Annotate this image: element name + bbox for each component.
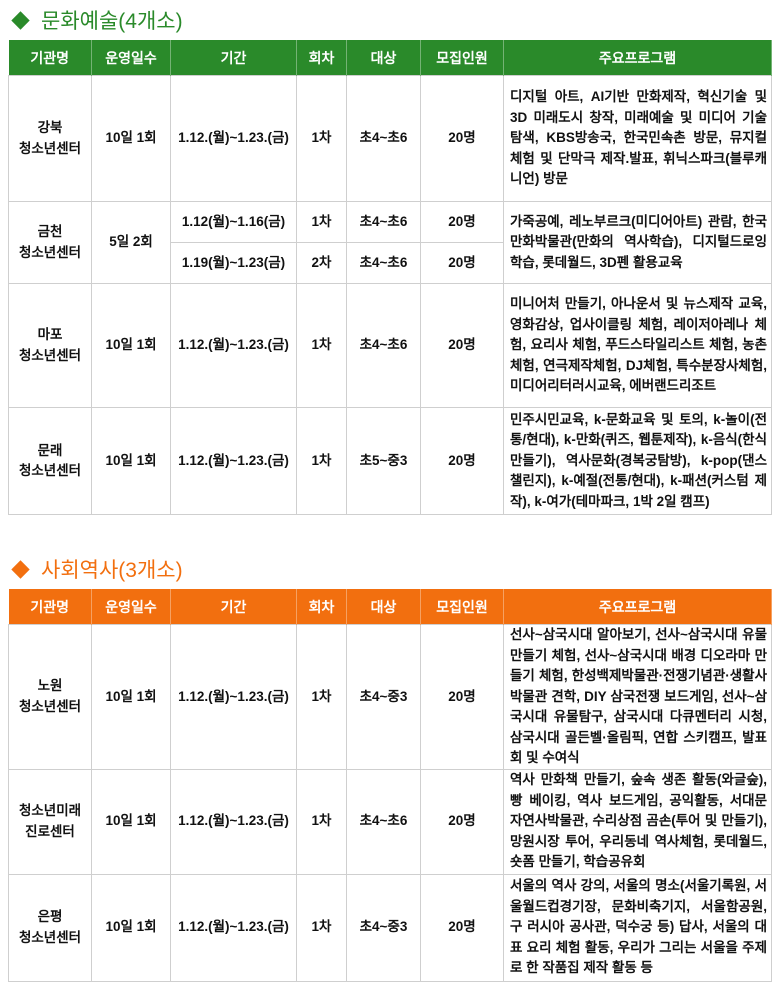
period: 1.12.(월)~1.23.(금) bbox=[170, 873, 297, 982]
main-program: 민주시민교육, k-문화교육 및 토의, k-놀이(전통/현대), k-만화(퀴… bbox=[503, 407, 772, 515]
section-title: 사회역사(3개소) bbox=[0, 549, 779, 589]
main-program: 디지털 아트, AI기반 만화제작, 혁신기술 및 3D 미래도시 창작, 미래… bbox=[503, 75, 772, 202]
recruit-count: 20명 bbox=[420, 768, 504, 875]
main-program: 미니어처 만들기, 아나운서 및 뉴스제작 교육, 영화감상, 업사이클링 체험… bbox=[503, 283, 772, 408]
column-header: 회차 bbox=[296, 589, 347, 625]
operating-days: 10일 1회 bbox=[91, 624, 171, 770]
institution-name: 금천 청소년센터 bbox=[8, 201, 92, 284]
round: 1차 bbox=[296, 283, 347, 408]
table-header-row: 기관명 운영일수 기간 회차 대상 모집인원 주요프로그램 bbox=[8, 589, 772, 625]
institution-name: 문래 청소년센터 bbox=[8, 407, 92, 515]
target: 초4~중3 bbox=[346, 873, 421, 982]
table-header-row: 기관명 운영일수 기간 회차 대상 모집인원 주요프로그램 bbox=[8, 40, 772, 76]
main-program: 서울의 역사 강의, 서울의 명소(서울기록원, 서울월드컵경기장, 문화비축기… bbox=[503, 873, 772, 982]
operating-days: 10일 1회 bbox=[91, 768, 171, 875]
section-heading: 사회역사(3개소) bbox=[41, 559, 183, 582]
column-header: 기관명 bbox=[8, 40, 92, 76]
institution-name: 강북 청소년센터 bbox=[8, 75, 92, 202]
table-row: 강북 청소년센터 10일 1회 1.12.(월)~1.23.(금) 1차 초4~초6 20… bbox=[8, 75, 772, 202]
operating-days: 10일 1회 bbox=[91, 75, 171, 202]
main-program: 가죽공예, 레노부르크(미디어아트) 관람, 한국만화박물관(만화의 역사학습)… bbox=[503, 201, 772, 284]
program-table: 기관명 운영일수 기간 회차 대상 모집인원 주요프로그램 강북 청소년센터 10일 1회 1.1… bbox=[8, 40, 772, 515]
period: 1.12.(월)~1.23.(금) bbox=[170, 75, 297, 202]
table-row: 노원 청소년센터 10일 1회 1.12.(월)~1.23.(금) 1차 초4~중3 20… bbox=[8, 624, 772, 770]
period: 1.12.(월)~1.23.(금) bbox=[170, 283, 297, 408]
recruit-count: 20명 bbox=[420, 242, 504, 284]
table-row: 문래 청소년센터 10일 1회 1.12.(월)~1.23.(금) 1차 초5~중3 20… bbox=[8, 407, 772, 515]
round: 2차 bbox=[296, 242, 347, 284]
period: 1.12.(월)~1.23.(금) bbox=[170, 407, 297, 515]
column-header: 주요프로그램 bbox=[503, 40, 772, 76]
table-row: 마포 청소년센터 10일 1회 1.12.(월)~1.23.(금) 1차 초4~초6 20… bbox=[8, 283, 772, 408]
institution-name: 은평 청소년센터 bbox=[8, 873, 92, 982]
column-header: 주요프로그램 bbox=[503, 589, 772, 625]
recruit-count: 20명 bbox=[420, 201, 504, 243]
column-header: 운영일수 bbox=[91, 589, 171, 625]
round: 1차 bbox=[296, 768, 347, 875]
round: 1차 bbox=[296, 624, 347, 770]
diamond-bullet-icon bbox=[11, 10, 30, 30]
operating-days: 10일 1회 bbox=[91, 407, 171, 515]
period: 1.12.(월)~1.23.(금) bbox=[170, 768, 297, 875]
column-header: 회차 bbox=[296, 40, 347, 76]
target: 초4~초6 bbox=[346, 242, 421, 284]
period: 1.19(월)~1.23(금) bbox=[170, 242, 297, 284]
round: 1차 bbox=[296, 75, 347, 202]
operating-days: 5일 2회 bbox=[91, 201, 171, 284]
target: 초4~초6 bbox=[346, 283, 421, 408]
program-table: 기관명 운영일수 기간 회차 대상 모집인원 주요프로그램 노원 청소년센터 10일 1회 1.1… bbox=[8, 589, 772, 982]
period: 1.12(월)~1.16(금) bbox=[170, 201, 297, 243]
table-row: 은평 청소년센터 10일 1회 1.12.(월)~1.23.(금) 1차 초4~중3 20… bbox=[8, 873, 772, 982]
target: 초5~중3 bbox=[346, 407, 421, 515]
target: 초4~초6 bbox=[346, 768, 421, 875]
column-header: 대상 bbox=[346, 40, 421, 76]
column-header: 기간 bbox=[170, 589, 297, 625]
operating-days: 10일 1회 bbox=[91, 283, 171, 408]
table-row: 1.19(월)~1.23(금) 2차 초4~초6 20명 bbox=[9, 242, 772, 284]
main-program: 역사 만화책 만들기, 숲속 생존 활동(와글숲), 빵 베이킹, 역사 보드게… bbox=[503, 768, 772, 875]
round: 1차 bbox=[296, 407, 347, 515]
round: 1차 bbox=[296, 201, 347, 243]
operating-days: 10일 1회 bbox=[91, 873, 171, 982]
recruit-count: 20명 bbox=[420, 407, 504, 515]
recruit-count: 20명 bbox=[420, 873, 504, 982]
section-title: 문화예술(4개소) bbox=[0, 0, 779, 40]
round: 1차 bbox=[296, 873, 347, 982]
institution-name: 청소년미래 진로센터 bbox=[8, 768, 92, 875]
diamond-bullet-icon bbox=[11, 559, 30, 579]
column-header: 기관명 bbox=[8, 589, 92, 625]
target: 초4~초6 bbox=[346, 201, 421, 243]
column-header: 기간 bbox=[170, 40, 297, 76]
column-header: 모집인원 bbox=[420, 589, 504, 625]
institution-name: 노원 청소년센터 bbox=[8, 624, 92, 770]
spacer bbox=[0, 515, 779, 549]
column-header: 대상 bbox=[346, 589, 421, 625]
recruit-count: 20명 bbox=[420, 283, 504, 408]
recruit-count: 20명 bbox=[420, 75, 504, 202]
main-program: 선사~삼국시대 알아보기, 선사~삼국시대 유물 만들기 체험, 선사~삼국시대… bbox=[503, 624, 772, 770]
period: 1.12.(월)~1.23.(금) bbox=[170, 624, 297, 770]
column-header: 모집인원 bbox=[420, 40, 504, 76]
table-row: 금천 청소년센터 5일 2회 1.12(월)~1.16(금) 1차 초4~초6 20명 가죽… bbox=[8, 201, 772, 284]
recruit-count: 20명 bbox=[420, 624, 504, 770]
column-header: 운영일수 bbox=[91, 40, 171, 76]
section-heading: 문화예술(4개소) bbox=[41, 10, 183, 33]
target: 초4~초6 bbox=[346, 75, 421, 202]
table-row: 청소년미래 진로센터 10일 1회 1.12.(월)~1.23.(금) 1차 초4~초6… bbox=[8, 768, 772, 875]
target: 초4~중3 bbox=[346, 624, 421, 770]
institution-name: 마포 청소년센터 bbox=[8, 283, 92, 408]
